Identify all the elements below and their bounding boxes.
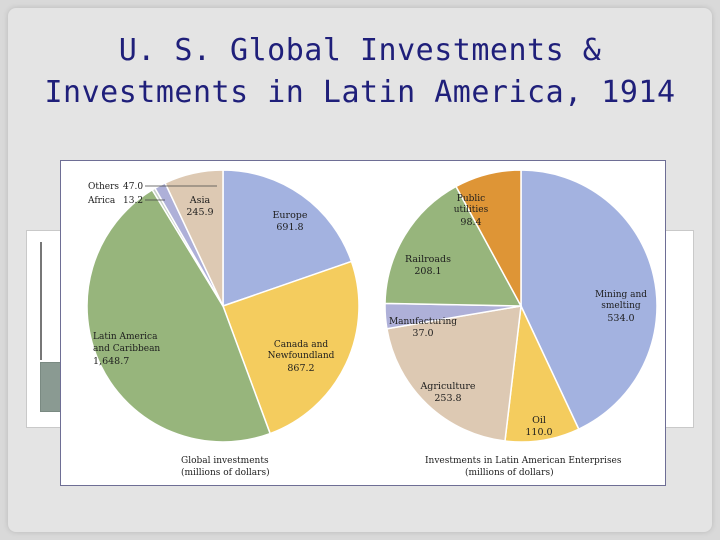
latam-slice-agriculture <box>386 305 522 442</box>
slide-title-line-1: U. S. Global Investments & <box>118 33 602 68</box>
label-mining-line-2: smelting <box>601 301 641 311</box>
label-public-line-2: utilities <box>454 205 489 215</box>
background-divider <box>40 242 42 360</box>
latam-slice-public-utilities <box>455 169 522 307</box>
value-latam: 1,648.7 <box>93 356 129 367</box>
global-slice-latin-america-and-caribbean <box>86 188 272 443</box>
value-agriculture: 253.8 <box>434 393 461 404</box>
label-oil: Oil <box>532 415 546 426</box>
label-latam-line-2: and Caribbean <box>93 344 160 354</box>
value-public-utilities: 98.4 <box>460 217 481 228</box>
value-others: 47.0 <box>123 182 143 192</box>
label-canada-line-2: Newfoundland <box>268 351 335 361</box>
global-slice-asia <box>164 169 224 307</box>
pie-charts-figure: Europe 691.8 Canada and Newfoundland 867… <box>60 160 666 486</box>
latam-chart-subtitle: (millions of dollars) <box>465 467 554 478</box>
global-pie-labels: Europe 691.8 Canada and Newfoundland 867… <box>87 182 335 478</box>
label-latam-line-1: Latin America <box>93 332 158 342</box>
label-manufacturing: Manufacturing <box>389 317 457 327</box>
label-public-line-1: Public <box>457 194 485 204</box>
pie-charts-svg: Europe 691.8 Canada and Newfoundland 867… <box>86 169 658 478</box>
value-asia: 245.9 <box>186 207 213 218</box>
label-europe: Europe <box>272 210 307 221</box>
value-manufacturing: 37.0 <box>412 328 433 339</box>
label-mining-line-1: Mining and <box>595 290 647 300</box>
global-chart-subtitle: (millions of dollars) <box>181 467 270 478</box>
label-agriculture: Agriculture <box>419 381 475 392</box>
value-africa: 13.2 <box>123 196 143 206</box>
latin-america-investments-pie <box>384 169 658 443</box>
value-mining: 534.0 <box>607 313 634 324</box>
value-railroads: 208.1 <box>414 266 441 277</box>
latam-slice-mining-and-smelting <box>520 169 658 431</box>
value-europe: 691.8 <box>276 222 303 233</box>
global-investments-pie <box>86 169 360 443</box>
label-africa: Africa <box>87 196 116 206</box>
label-railroads: Railroads <box>405 254 451 265</box>
latam-pie-labels: Public utilities 98.4 Railroads 208.1 Mi… <box>389 194 647 478</box>
slide-title: U. S. Global Investments & Investments i… <box>0 30 720 114</box>
value-oil: 110.0 <box>525 427 552 438</box>
global-slice-canada-and-newfoundland <box>222 260 360 435</box>
label-canada-line-1: Canada and <box>274 340 329 350</box>
latam-slice-railroads <box>384 185 523 307</box>
slide-title-line-2: Investments in Latin America, 1914 <box>44 75 676 110</box>
label-others: Others <box>88 182 119 192</box>
value-canada: 867.2 <box>287 363 314 374</box>
global-chart-title: Global investments <box>181 456 269 466</box>
label-asia: Asia <box>189 195 211 206</box>
latam-chart-title: Investments in Latin American Enterprise… <box>425 456 622 466</box>
